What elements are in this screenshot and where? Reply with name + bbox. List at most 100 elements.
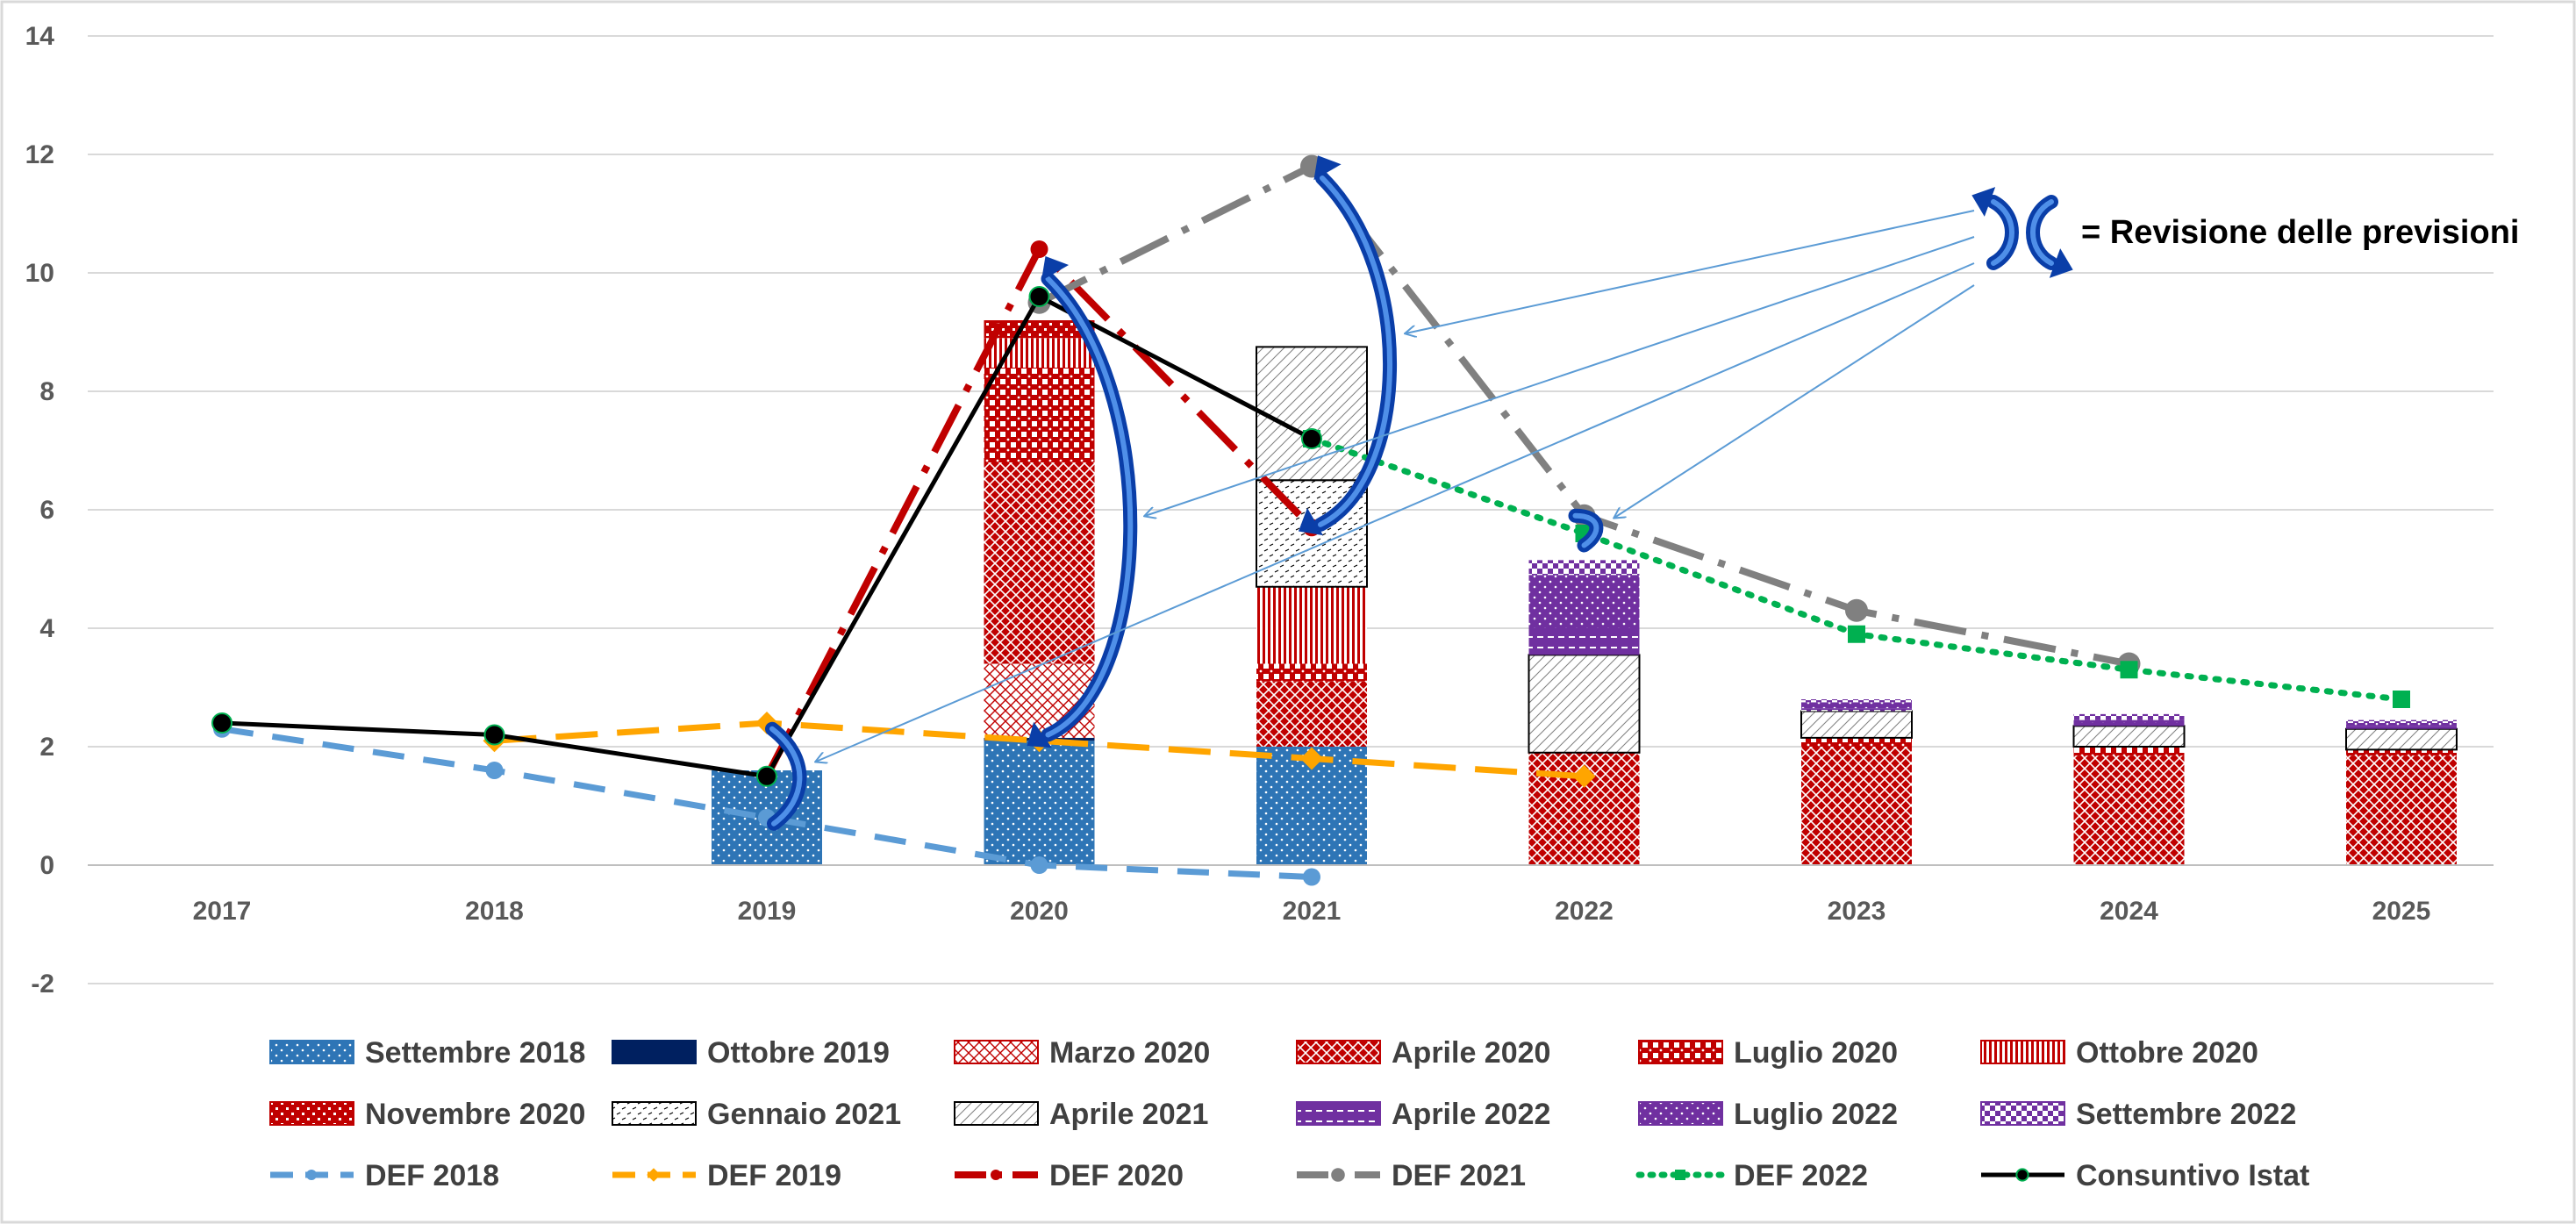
- bar-settembre-2022-2023: [1801, 699, 1912, 703]
- point-consuntivo-istat-2018: [483, 724, 505, 746]
- legend-swatch-luglio-2022: [1638, 1101, 1723, 1126]
- bar-ottobre-2020-2021: [1256, 586, 1367, 664]
- legend-swatch-settembre-2022: [1980, 1101, 2065, 1126]
- legend-item-def-2019: DEF 2019: [612, 1159, 841, 1192]
- legend-swatch-aprile-2020: [1296, 1040, 1381, 1064]
- legend-item-consuntivo-istat: Consuntivo Istat: [1981, 1159, 2309, 1192]
- bar-aprile-2021-2023: [1800, 710, 1913, 739]
- legend-label: DEF 2018: [365, 1159, 499, 1192]
- legend-item-ottobre-2020: Ottobre 2020: [1980, 1036, 2258, 1070]
- bar-luglio-2022-2022: [1528, 575, 1640, 628]
- legend-label: Aprile 2020: [1392, 1036, 1550, 1070]
- y-tick-label: 12: [25, 140, 54, 169]
- bar-aprile-2022-2023: [1801, 708, 1912, 712]
- line-def-2018: [221, 726, 1313, 880]
- point-consuntivo-istat-2019: [756, 765, 777, 787]
- x-tick-label: 2023: [1828, 897, 1886, 926]
- legend-item-settembre-2018: Settembre 2018: [269, 1036, 585, 1070]
- y-tick-label: 6: [39, 496, 54, 525]
- legend-item-aprile-2020: Aprile 2020: [1296, 1036, 1550, 1070]
- revision-curl-2020-highlight: [1045, 276, 1134, 738]
- x-tick-label: 2025: [2372, 897, 2431, 926]
- bar-aprile-2022-2022: [1528, 628, 1640, 655]
- bar-luglio-2020-2020: [984, 368, 1095, 462]
- bar-luglio-2020-2023: [1801, 737, 1912, 747]
- legend-label: Gennaio 2021: [707, 1098, 901, 1131]
- legend-label: Marzo 2020: [1049, 1036, 1210, 1070]
- series-consuntivo-istat: [211, 286, 1322, 787]
- bar-aprile-2020-2023: [1801, 747, 1912, 865]
- revision-arrowhead-2020-top: [1041, 255, 1070, 281]
- point-consuntivo-istat-2020: [1028, 286, 1050, 307]
- legend: Settembre 2018 Ottobre 2019 Marzo 2020 Apri…: [269, 1036, 2309, 1192]
- revision-annotation: = Revisione delle previsioni: [765, 155, 2519, 831]
- legend-marker-def-2018: [306, 1170, 317, 1180]
- legend-label: DEF 2022: [1734, 1159, 1868, 1192]
- x-axis: 2017 2018 2019 2020 2021 2022 2023 2024 2025: [193, 897, 2431, 926]
- bar-luglio-2020-2021: [1256, 663, 1367, 682]
- legend-item-def-2020: DEF 2020: [955, 1159, 1184, 1192]
- bar-series: [712, 320, 2458, 865]
- legend-swatch-settembre-2018: [269, 1040, 354, 1064]
- legend-swatch-ottobre-2019: [612, 1040, 697, 1064]
- legend-item-def-2022: DEF 2022: [1635, 1159, 1868, 1192]
- legend-item-gennaio-2021: Gennaio 2021: [612, 1098, 901, 1131]
- legend-label: DEF 2020: [1049, 1159, 1184, 1192]
- bar-luglio-2022-2023: [1801, 702, 1912, 709]
- legend-label: Settembre 2022: [2076, 1098, 2296, 1131]
- note-curl-right-head: [1971, 187, 1996, 217]
- bar-aprile-2020-2025: [2346, 755, 2457, 865]
- revision-arrowhead-2021: [1298, 507, 1323, 536]
- bar-aprile-2020-2021: [1256, 681, 1367, 747]
- bar-aprile-2022-2024: [2073, 723, 2185, 727]
- y-tick-label: 4: [39, 614, 54, 643]
- bar-settembre-2018-2020: [984, 741, 1095, 865]
- legend-label: Aprile 2021: [1049, 1098, 1208, 1131]
- note-curl-left-head: [2049, 248, 2073, 278]
- pointer-arrow: [1145, 236, 1975, 516]
- point-def-2019-2021: [1300, 747, 1323, 770]
- legend-swatch-aprile-2022: [1296, 1101, 1381, 1126]
- legend-swatch-novembre-2020: [269, 1101, 354, 1126]
- point-def-2018-2021: [1303, 868, 1320, 886]
- y-tick-label: 0: [39, 851, 54, 880]
- y-tick-label: 14: [25, 22, 55, 51]
- legend-label: Luglio 2022: [1734, 1098, 1898, 1131]
- bar-aprile-2020-2020: [984, 462, 1095, 664]
- note-curl-left-highlight: [2030, 199, 2054, 266]
- legend-marker-def-2020: [991, 1170, 1001, 1180]
- bar-aprile-2020-2024: [2073, 755, 2185, 865]
- legend-label: Aprile 2022: [1392, 1098, 1550, 1131]
- legend-item-luglio-2020: Luglio 2020: [1638, 1036, 1898, 1070]
- revision-arrowhead-2021-top: [1313, 155, 1342, 181]
- bar-luglio-2020-2025: [2346, 749, 2457, 756]
- y-tick-label: 10: [25, 259, 54, 288]
- bar-aprile-2021-2024: [2072, 725, 2186, 748]
- legend-label: DEF 2019: [707, 1159, 841, 1192]
- bar-luglio-2020-2024: [2073, 747, 2185, 756]
- point-def-2022-2023: [1848, 625, 1865, 643]
- legend-item-aprile-2022: Aprile 2022: [1296, 1098, 1550, 1131]
- pointer-arrow: [1614, 284, 1975, 518]
- legend-marker-def-2021: [1331, 1168, 1345, 1182]
- x-tick-label: 2020: [1010, 897, 1069, 926]
- legend-marker-def-2022: [1675, 1170, 1685, 1180]
- x-tick-label: 2022: [1555, 897, 1614, 926]
- bar-aprile-2021-2022: [1528, 654, 1641, 754]
- point-consuntivo-istat-2017: [211, 712, 233, 734]
- revision-note: = Revisione delle previsioni: [2081, 214, 2519, 251]
- revision-curl-2019-highlight: [769, 726, 803, 827]
- x-tick-label: 2024: [2100, 897, 2158, 926]
- legend-item-ottobre-2019: Ottobre 2019: [612, 1036, 890, 1070]
- revision-curl-2022-highlight: [1572, 512, 1599, 548]
- legend-item-def-2021: DEF 2021: [1297, 1159, 1526, 1192]
- bar-luglio-2022-2025: [2346, 723, 2457, 727]
- x-tick-label: 2018: [465, 897, 524, 926]
- legend-swatch-gennaio-2021: [612, 1101, 697, 1126]
- bar-aprile-2021-2021: [1256, 346, 1368, 482]
- legend-label: Novembre 2020: [365, 1098, 585, 1131]
- bar-aprile-2022-2025: [2346, 726, 2457, 729]
- legend-swatch-aprile-2021: [954, 1101, 1039, 1126]
- x-tick-label: 2021: [1283, 897, 1342, 926]
